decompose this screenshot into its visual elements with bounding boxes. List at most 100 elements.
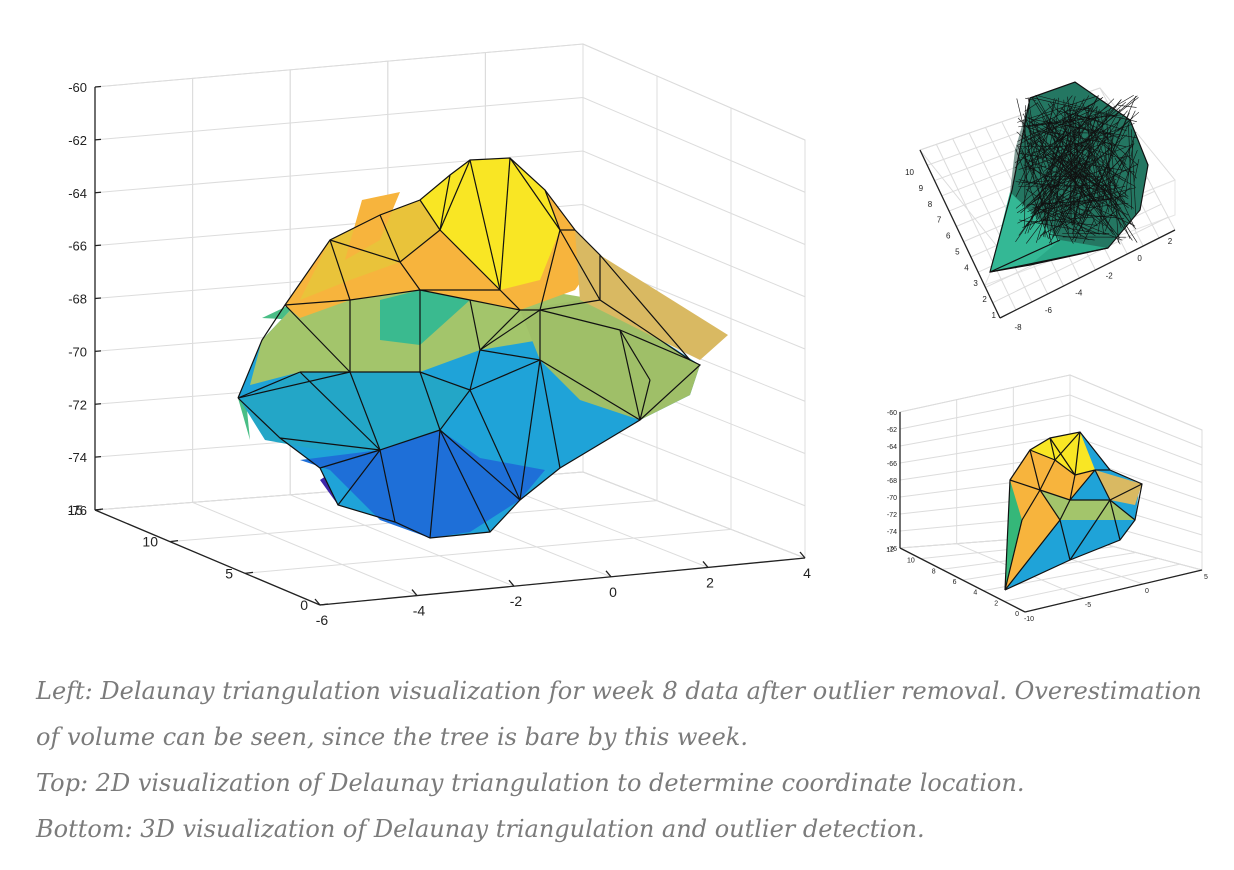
top-right-mesh-edge xyxy=(1086,207,1122,233)
left-mesh-edge xyxy=(544,189,561,231)
left-mesh-edge xyxy=(439,174,451,231)
left-mesh-edge xyxy=(439,429,521,501)
bottom-right-z-tick-label: -64 xyxy=(887,444,897,451)
top-right-mesh-edge xyxy=(1077,172,1112,195)
top-right-mesh-edge xyxy=(1049,101,1112,170)
top-right-mesh-edge xyxy=(1067,96,1089,218)
left-mesh-edge xyxy=(439,429,491,533)
left-mesh-edge xyxy=(639,379,651,421)
top-right-mesh-edge xyxy=(1041,116,1098,227)
left-mesh-edge xyxy=(399,229,441,263)
top-right-mesh-edge xyxy=(1058,134,1109,228)
top-right-mesh-edge xyxy=(1125,140,1134,195)
left-z-tick xyxy=(94,244,102,247)
top-right-mesh-edge xyxy=(1047,103,1138,243)
top-right-mesh-edge xyxy=(1074,217,1087,236)
left-z-tick xyxy=(94,350,102,353)
left-mesh-edge xyxy=(379,214,401,263)
top-right-y-tick-label: 8 xyxy=(928,200,933,209)
top-right-mesh-edge xyxy=(1096,128,1139,166)
left-mesh-edge xyxy=(379,429,441,451)
top-right-y-tick-label: 6 xyxy=(946,232,951,241)
left-mesh-edge xyxy=(599,299,691,361)
top-right-mesh-edge xyxy=(1115,205,1131,239)
left-mesh-edge xyxy=(439,159,471,231)
bottom-right-y-tick-label: 8 xyxy=(932,568,936,575)
left-y-tick-label: 10 xyxy=(142,534,158,550)
top-right-triangulation xyxy=(989,81,1149,273)
bottom-right-mesh-edge xyxy=(1054,459,1076,476)
left-mesh-edge xyxy=(469,349,481,391)
top-right-mesh-edge xyxy=(1078,134,1126,203)
top-right-x-tick-label: -2 xyxy=(1106,271,1114,280)
left-y-tick-label: 15 xyxy=(67,502,83,518)
bottom-right-mesh-edge xyxy=(1004,519,1061,591)
top-right-mesh-edge xyxy=(1026,95,1138,191)
top-right-mesh-edge xyxy=(1088,105,1090,202)
left-mesh-edge xyxy=(419,371,471,391)
top-right-mesh-edge xyxy=(1104,149,1138,232)
left-x-tick-label: -2 xyxy=(510,593,523,609)
left-mesh-edge xyxy=(479,309,541,351)
left-z-gridline xyxy=(94,43,806,141)
top-right-mesh-edge xyxy=(1078,156,1116,210)
top-right-x-tick-label: 0 xyxy=(1137,254,1142,263)
top-right-mesh-edge xyxy=(1062,212,1125,219)
top-right-mesh-edge xyxy=(1017,145,1034,174)
left-mesh-edge xyxy=(319,449,381,469)
top-right-x-tick-label: -4 xyxy=(1075,289,1083,298)
top-right-mesh-edge xyxy=(1025,97,1037,101)
top-right-mesh-edge xyxy=(1077,114,1127,132)
left-y-tick xyxy=(94,508,104,511)
top-right-mesh-edge xyxy=(1073,98,1115,140)
top-right-mesh-edge xyxy=(1048,203,1075,244)
top-right-mesh-edge xyxy=(1017,95,1097,123)
bottom-right-y-tick-label: 6 xyxy=(953,579,957,586)
bottom-right-z-tick-label: -70 xyxy=(887,495,897,502)
top-right-mesh-edge xyxy=(1031,121,1114,235)
top-right-mesh-edge xyxy=(1086,123,1105,234)
top-right-mesh-edge xyxy=(1018,184,1119,187)
top-right-y-tick-label: 10 xyxy=(905,168,914,177)
left-mesh-edge xyxy=(329,239,401,263)
top-right-mesh-edge xyxy=(1039,144,1044,148)
left-z-tick-label: -62 xyxy=(68,133,87,148)
top-right-mesh-edge xyxy=(1074,95,1099,151)
left-x-tick xyxy=(314,598,321,606)
left-mesh-edge xyxy=(337,449,381,506)
left-z-tick xyxy=(94,191,102,194)
left-x-tick-label: 0 xyxy=(609,584,617,600)
left-mesh-edge xyxy=(284,299,351,306)
bottom-right-z-tick-label: -60 xyxy=(887,410,897,417)
top-right-mesh-edge xyxy=(1035,95,1121,245)
top-right-mesh-edge xyxy=(1077,200,1114,233)
top-right-mesh-edge xyxy=(1102,132,1137,220)
left-z-tick-label: -74 xyxy=(68,450,87,465)
bottom-right-y-tick-label: 2 xyxy=(994,600,998,607)
left-mesh-edge xyxy=(469,299,481,351)
top-right-mesh-edge xyxy=(1106,111,1112,212)
bottom-right-y-tick-label: 4 xyxy=(973,590,977,597)
top-right-mesh-edge xyxy=(1049,234,1095,241)
top-right-mesh-edge xyxy=(1046,183,1083,222)
left-z-tick-label: -68 xyxy=(68,292,87,307)
top-right-mesh-edge xyxy=(1026,127,1109,207)
bottom-right-x-tick-label: -10 xyxy=(1024,616,1034,623)
left-mesh-edge xyxy=(499,157,511,291)
top-right-x-tick-label: -8 xyxy=(1014,323,1022,332)
top-right-mesh-edge xyxy=(989,247,1109,273)
top-right-mesh-edge xyxy=(1027,97,1047,209)
bottom-right-mesh-edge xyxy=(1029,449,1056,461)
top-right-mesh-edge xyxy=(1031,135,1115,153)
top-right-mesh-edge xyxy=(1028,118,1137,139)
left-z-tick xyxy=(94,297,102,300)
top-right-mesh-edge xyxy=(1015,125,1053,197)
top-right-mesh-edge xyxy=(1018,99,1122,236)
left-mesh-edge xyxy=(439,389,471,431)
top-right-mesh-edge xyxy=(1025,115,1092,153)
left-mesh-edge xyxy=(279,437,381,451)
left-x-tick xyxy=(799,551,806,559)
top-right-mesh-edge xyxy=(1115,210,1122,229)
top-right-y-tick-label: 7 xyxy=(937,216,942,225)
